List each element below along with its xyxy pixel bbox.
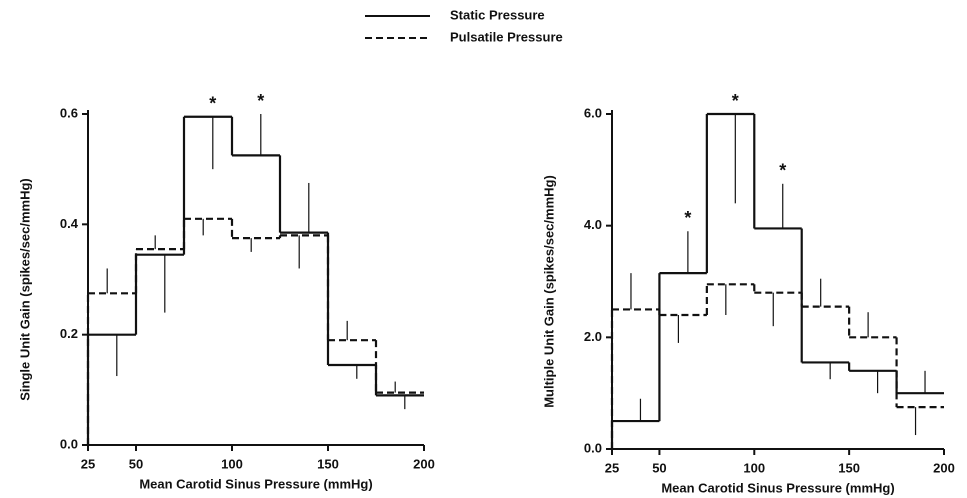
y-tick-label: 2.0 — [584, 329, 602, 344]
x-tick-label: 25 — [81, 456, 95, 471]
x-tick-label: 100 — [221, 456, 243, 471]
legend-label: Pulsatile Pressure — [450, 29, 563, 44]
x-tick-label: 100 — [743, 460, 765, 475]
y-axis-label: Single Unit Gain (spikes/sec/mmHg) — [17, 178, 32, 401]
y-tick-label: 6.0 — [584, 105, 602, 120]
y-tick-label: 0.0 — [584, 440, 602, 455]
significance-marker: * — [684, 208, 691, 228]
x-tick-label: 200 — [413, 456, 435, 471]
x-tick-label: 150 — [838, 460, 860, 475]
legend-label: Static Pressure — [450, 7, 545, 22]
x-tick-label: 200 — [933, 460, 955, 475]
y-tick-label: 4.0 — [584, 217, 602, 232]
significance-marker: * — [257, 91, 264, 111]
x-tick-label: 50 — [129, 456, 143, 471]
y-tick-label: 0.0 — [60, 436, 78, 451]
y-tick-label: 0.2 — [60, 326, 78, 341]
y-tick-label: 0.4 — [60, 216, 79, 231]
significance-marker: * — [779, 161, 786, 181]
y-axis-label: Multiple Unit Gain (spikes/sec/mmHg) — [541, 175, 556, 408]
x-axis-label: Mean Carotid Sinus Pressure (mmHg) — [661, 480, 894, 495]
x-tick-label: 25 — [605, 460, 619, 475]
x-tick-label: 150 — [317, 456, 339, 471]
y-tick-label: 0.6 — [60, 105, 78, 120]
x-tick-label: 50 — [652, 460, 666, 475]
significance-marker: * — [732, 91, 739, 111]
significance-marker: * — [209, 94, 216, 114]
x-axis-label: Mean Carotid Sinus Pressure (mmHg) — [139, 476, 372, 491]
